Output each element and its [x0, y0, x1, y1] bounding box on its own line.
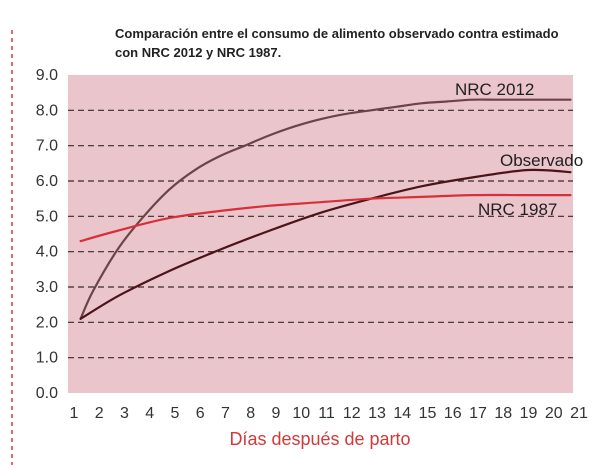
y-tick-label: 6.0: [36, 173, 58, 190]
y-tick-label: 5.0: [36, 208, 58, 225]
grid-lines: [68, 109, 573, 359]
x-tick-label: 6: [196, 405, 205, 422]
chart-title-line-1: Comparación entre el consumo de alimento…: [115, 26, 559, 41]
x-tick-label: 12: [343, 405, 361, 422]
series-line-nrc-1987: [79, 193, 572, 243]
x-tick-label: 2: [95, 405, 104, 422]
series-line-observado: [79, 168, 572, 320]
series-label-nrc-1987: NRC 1987: [478, 200, 557, 219]
series-labels: NRC 2012 Observado NRC 1987: [455, 80, 583, 219]
y-tick-label: 0.0: [36, 385, 58, 402]
x-tick-label: 13: [368, 405, 386, 422]
chart-title-line-2: con NRC 2012 y NRC 1987.: [115, 45, 281, 60]
x-tick-label: 14: [393, 405, 411, 422]
series-label-nrc-2012: NRC 2012: [455, 80, 534, 99]
y-tick-label: 4.0: [36, 244, 58, 261]
y-axis-ticks: 0.0 1.0 2.0 3.0 4.0 5.0 6.0 7.0 8.0 9.0: [36, 67, 58, 402]
plot-area: [68, 75, 573, 393]
x-tick-label: 15: [419, 405, 437, 422]
x-tick-label: 19: [520, 405, 538, 422]
y-tick-label: 1.0: [36, 350, 58, 367]
y-tick-label: 9.0: [36, 67, 58, 84]
x-tick-label: 11: [318, 405, 335, 422]
y-tick-label: 2.0: [36, 314, 58, 331]
series-label-observado: Observado: [500, 151, 583, 170]
y-tick-label: 7.0: [36, 138, 58, 155]
x-tick-label: 3: [120, 405, 129, 422]
x-axis-label: Días después de parto: [229, 429, 410, 449]
series-lines: [79, 98, 572, 320]
x-tick-label: 5: [171, 405, 180, 422]
x-tick-label: 17: [469, 405, 487, 422]
x-axis-ticks: 1 2 3 4 5 6 7 8 9 10 11 12 13 14 15 16 17 18 19 20 21: [70, 405, 588, 422]
x-tick-label: 18: [494, 405, 512, 422]
x-tick-label: 1: [70, 405, 79, 422]
x-tick-label: 10: [292, 405, 310, 422]
x-tick-label: 9: [272, 405, 281, 422]
y-tick-label: 8.0: [36, 102, 58, 119]
x-tick-label: 7: [221, 405, 230, 422]
series-line-nrc-2012: [79, 98, 572, 320]
x-tick-label: 16: [444, 405, 462, 422]
x-tick-label: 8: [246, 405, 255, 422]
x-tick-label: 21: [570, 405, 588, 422]
x-tick-label: 4: [145, 405, 154, 422]
x-tick-label: 20: [545, 405, 563, 422]
y-tick-label: 3.0: [36, 279, 58, 296]
